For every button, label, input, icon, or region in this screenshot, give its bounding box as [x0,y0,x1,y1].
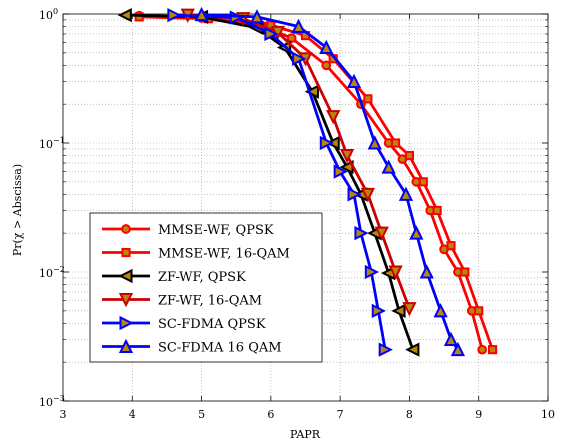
legend-entry: MMSE-WF, 16-QAM [102,247,290,262]
legend-label: MMSE-WF, 16-QAM [158,247,290,262]
data-point [321,60,332,71]
x-tick-label: 5 [198,408,205,421]
series-line [187,13,411,310]
y-tick-label: 10−2 [39,265,65,280]
x-tick-label: 7 [337,408,344,421]
y-axis-title: Pr(χ > Abscissa) [11,164,24,256]
data-point [419,264,434,279]
data-point [194,6,209,22]
data-point [346,73,362,88]
x-tick-label: 8 [406,408,413,421]
data-point [354,226,369,241]
series-6 [194,6,466,357]
legend-box [89,212,323,363]
legend-entry: ZF-WF, QPSK [102,268,246,285]
legend-label: SC-FDMA QPSK [158,317,266,332]
data-point [367,135,382,150]
data-point [121,224,131,234]
data-point [347,187,362,202]
data-point [292,51,307,66]
data-point [339,149,355,164]
data-point [363,94,373,104]
axes: 3 4 5 6 7 8 9 10 100 10−1 10−2 10−3 [39,7,555,421]
series-4 [180,8,417,317]
data-point [360,187,375,203]
legend-entry: SC-FDMA 16 QAM [102,338,282,356]
data-point [391,303,406,318]
data-point [460,267,470,277]
plot-frame [62,13,549,402]
data-point [388,265,403,280]
data-point [304,84,319,99]
x-tick-label: 4 [129,408,136,421]
series-layer [117,6,498,357]
x-tick-label: 3 [60,408,67,421]
series-5 [167,8,393,357]
data-point [118,268,133,284]
data-point [450,341,466,357]
legend-entry: SC-FDMA QPSK [102,315,266,332]
data-point [381,159,396,174]
data-point [264,26,279,42]
data-point [286,33,297,43]
data-point [433,303,448,318]
legend-label: ZF-WF, QPSK [158,270,246,285]
y-tick-label: 10−1 [39,136,65,151]
data-point [167,8,182,23]
y-tick-label: 100 [39,7,58,22]
data-point [374,226,389,241]
data-point [409,225,424,240]
data-point [371,303,386,318]
data-point [446,241,456,251]
data-point [390,138,401,148]
data-point [402,302,417,317]
legend: MMSE-WF, QPSK MMSE-WF, 16-QAM ZF-WF, QPSK Z… [89,212,323,363]
legend-label: MMSE-WF, QPSK [158,223,274,238]
data-point [398,186,414,201]
data-point [118,338,134,353]
x-tick-label: 9 [475,408,482,421]
legend-entry: ZF-WF, 16-QAM [102,293,262,309]
data-point [249,9,265,24]
legend-label: ZF-WF, 16-QAM [158,294,262,309]
y-tick-label: 10−3 [39,394,65,409]
legend-entry: MMSE-WF, QPSK [102,223,274,238]
data-point [487,345,498,355]
data-point [319,135,335,151]
data-point [418,177,428,187]
data-point [119,315,134,331]
data-point [378,342,393,357]
data-point [405,342,420,357]
data-point [432,205,442,216]
data-point [117,8,132,23]
data-point [477,344,488,355]
data-point [121,247,131,258]
x-axis-title: PAPR [290,428,321,441]
series-line [125,13,415,351]
data-point [443,331,459,346]
x-tick-label: 6 [267,408,274,421]
data-point [291,18,306,34]
data-point [319,39,334,54]
data-point [118,293,134,308]
data-point [404,150,415,161]
x-tick-label: 10 [541,408,555,421]
data-point [333,164,348,179]
data-point [364,264,380,280]
legend-label: SC-FDMA 16 QAM [158,341,282,356]
data-point [326,110,341,125]
data-point [474,306,484,316]
